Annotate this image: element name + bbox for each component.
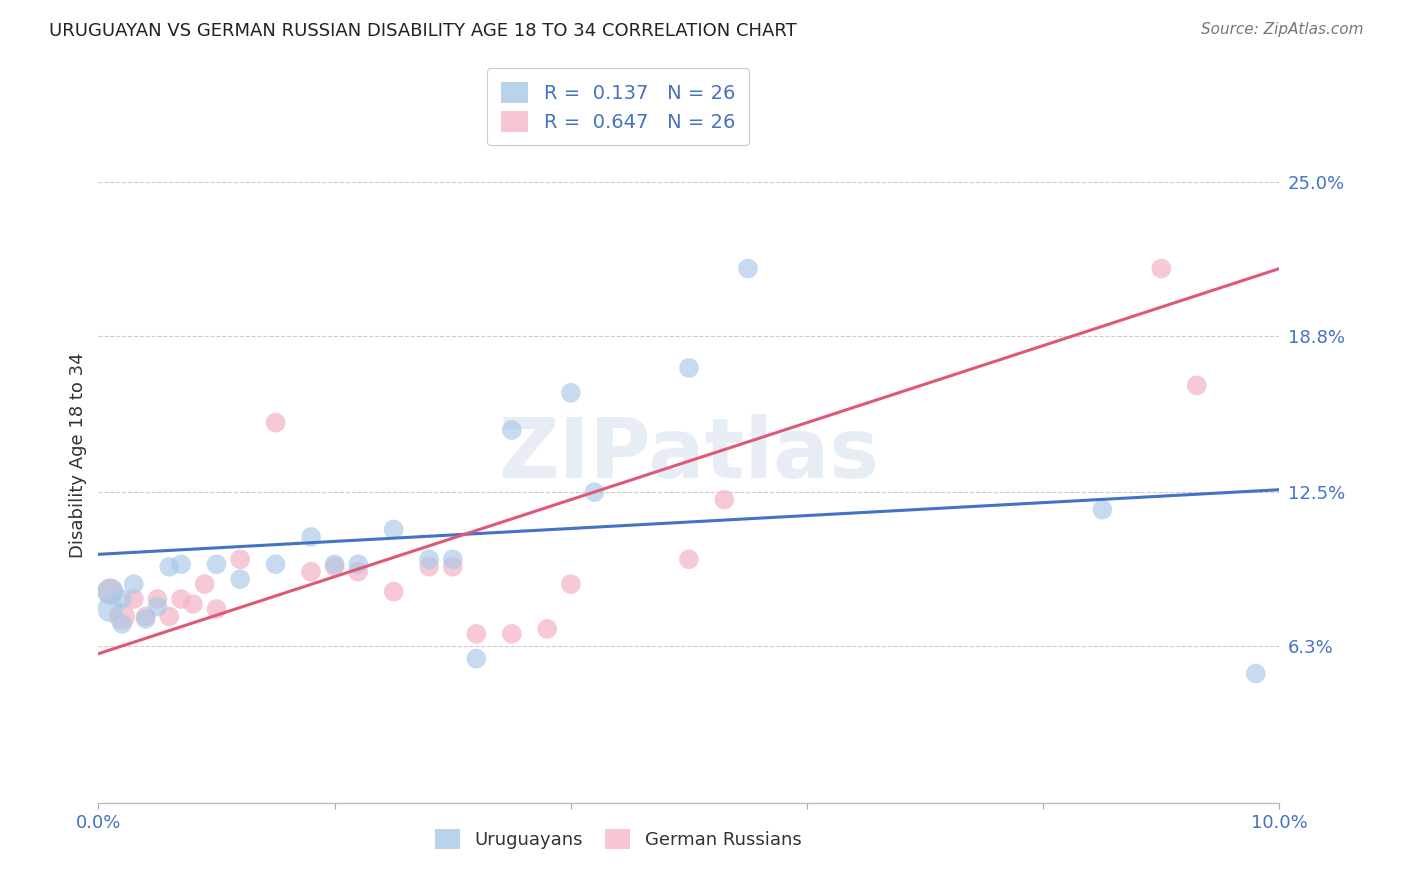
Point [441, 559, 464, 574]
Point [111, 609, 134, 624]
Point [465, 651, 488, 665]
Text: ZIPatlas: ZIPatlas [499, 415, 879, 495]
Point [1185, 378, 1208, 392]
Point [713, 492, 735, 507]
Point [299, 530, 322, 544]
Point [347, 558, 370, 572]
Point [170, 558, 193, 572]
Point [583, 485, 606, 500]
Point [678, 361, 700, 376]
Legend: Uruguayans, German Russians: Uruguayans, German Russians [427, 822, 808, 856]
Point [264, 558, 287, 572]
Y-axis label: Disability Age 18 to 34: Disability Age 18 to 34 [69, 352, 87, 558]
Point [205, 558, 228, 572]
Point [157, 559, 180, 574]
Point [98, 602, 121, 616]
Point [418, 552, 440, 566]
Point [98, 584, 121, 599]
Point [205, 602, 228, 616]
Point [418, 559, 440, 574]
Point [229, 552, 252, 566]
Point [536, 622, 558, 636]
Point [170, 592, 193, 607]
Point [501, 627, 523, 641]
Point [465, 627, 488, 641]
Point [122, 592, 145, 607]
Point [157, 609, 180, 624]
Point [501, 423, 523, 437]
Point [146, 599, 169, 614]
Point [737, 261, 759, 276]
Point [146, 592, 169, 607]
Point [111, 616, 134, 631]
Point [323, 559, 346, 574]
Point [382, 523, 405, 537]
Point [560, 385, 582, 400]
Text: URUGUAYAN VS GERMAN RUSSIAN DISABILITY AGE 18 TO 34 CORRELATION CHART: URUGUAYAN VS GERMAN RUSSIAN DISABILITY A… [49, 22, 797, 40]
Point [1244, 666, 1267, 681]
Point [382, 584, 405, 599]
Point [98, 584, 121, 599]
Point [122, 577, 145, 591]
Point [560, 577, 582, 591]
Point [678, 552, 700, 566]
Point [1091, 502, 1114, 516]
Point [323, 558, 346, 572]
Point [264, 416, 287, 430]
Point [299, 565, 322, 579]
Point [194, 577, 217, 591]
Point [441, 552, 464, 566]
Point [347, 565, 370, 579]
Text: Source: ZipAtlas.com: Source: ZipAtlas.com [1201, 22, 1364, 37]
Point [181, 597, 204, 611]
Point [135, 609, 157, 624]
Point [111, 592, 134, 607]
Point [135, 612, 157, 626]
Point [1150, 261, 1173, 276]
Point [229, 572, 252, 586]
